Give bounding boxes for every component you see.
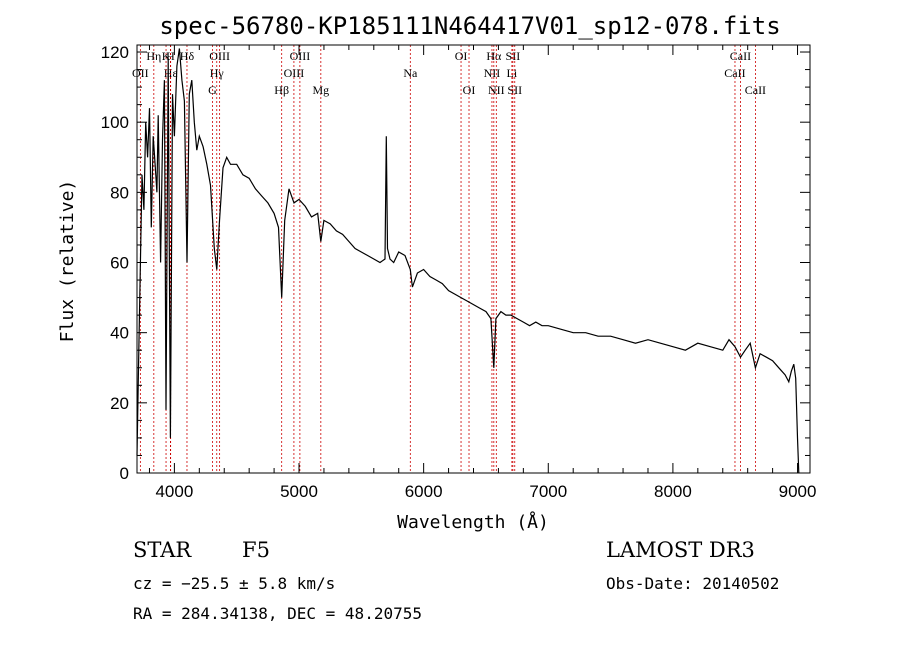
marker-label-14: OIII — [290, 49, 311, 63]
marker-label-0: Hα — [486, 49, 502, 63]
x-tick-label: 7000 — [529, 482, 567, 501]
x-tick-label: 8000 — [654, 482, 692, 501]
marker-label-7: Hη — [146, 49, 161, 63]
marker-label-8: G — [208, 83, 217, 97]
y-tick-label: 0 — [120, 464, 129, 483]
marker-label-17: NII — [484, 66, 501, 80]
marker-label-21: Li — [507, 66, 518, 80]
x-tick-label: 4000 — [155, 482, 193, 501]
marker-label-22: CaII — [724, 66, 745, 80]
y-tick-label: 20 — [110, 394, 129, 413]
marker-label-2: Hγ — [210, 66, 225, 80]
x-tick-label: 9000 — [779, 482, 817, 501]
marker-label-9: Mg — [312, 83, 329, 97]
survey-name: LAMOST DR3 — [606, 538, 755, 562]
marker-label-6: K — [162, 49, 171, 63]
object-type: STAR — [133, 538, 192, 562]
marker-label-15: OI — [455, 49, 468, 63]
spectral-subclass: F5 — [242, 538, 270, 562]
marker-label-11: OII — [132, 66, 149, 80]
marker-label-5: H — [166, 49, 175, 63]
y-axis-label: Flux (relative) — [57, 180, 78, 343]
marker-label-19: SII — [506, 49, 521, 63]
observation-date: Obs-Date: 20140502 — [606, 574, 780, 593]
marker-label-3: Hδ — [180, 49, 195, 63]
marker-label-18: NII — [488, 83, 505, 97]
spectrum-chart: spec-56780-KP185111N464417V01_sp12-078.f… — [57, 12, 817, 533]
marker-label-10: Na — [403, 66, 418, 80]
marker-label-12: OIII — [209, 49, 230, 63]
marker-label-20: SII — [507, 83, 522, 97]
y-tick-label: 80 — [110, 183, 129, 202]
spectrum-line — [136, 48, 800, 474]
chart-title: spec-56780-KP185111N464417V01_sp12-078.f… — [159, 12, 780, 40]
marker-label-1: Hβ — [274, 83, 289, 97]
marker-label-24: CaII — [745, 83, 766, 97]
coordinates: RA = 284.34138, DEC = 48.20755 — [133, 604, 422, 623]
redshift-value: cz = −25.5 ± 5.8 km/s — [133, 574, 336, 593]
y-tick-label: 120 — [101, 43, 129, 62]
y-axis: 0 20 40 60 80 100 120 — [101, 43, 810, 483]
plot-frame — [136, 44, 811, 474]
y-tick-label: 100 — [101, 113, 129, 132]
x-axis: 4000 5000 6000 7000 8000 9000 — [148, 45, 817, 501]
x-tick-label: 6000 — [405, 482, 443, 501]
y-tick-label: 40 — [110, 324, 129, 343]
marker-label-16: OI — [463, 83, 476, 97]
x-axis-label: Wavelength (Å) — [397, 511, 549, 533]
marker-label-23: CaII — [730, 49, 751, 63]
x-tick-label: 5000 — [280, 482, 318, 501]
marker-label-13: OIII — [284, 66, 305, 80]
y-tick-label: 60 — [110, 254, 129, 273]
